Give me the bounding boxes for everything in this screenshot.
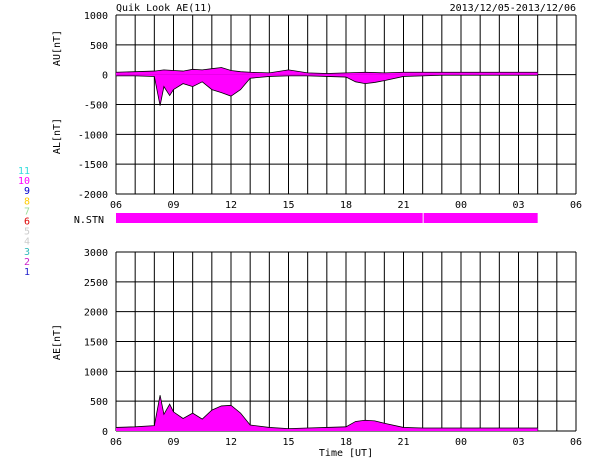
y-tick-label: -2000 (78, 190, 108, 201)
y-tick-label: 500 (90, 41, 108, 52)
y-tick-label: 0 (102, 71, 108, 82)
station-count-panel: N.STN (74, 213, 538, 226)
x-tick-label: 06 (570, 437, 582, 448)
au-area (116, 67, 538, 75)
au-al-panel: -2000 -1500 -1000 -500 0 500 1000 06 09 12 15 18 21 0… (52, 11, 582, 211)
x-tick-label: 09 (167, 200, 179, 211)
al-area (116, 74, 538, 106)
x-tick-label: 18 (340, 200, 352, 211)
x-tick-label: 06 (110, 200, 122, 211)
y-axis-label: AL[nT] (52, 118, 63, 154)
date-range: 2013/12/05-2013/12/06 (450, 3, 576, 14)
x-tick-label: 09 (167, 437, 179, 448)
y-tick-label: 1500 (84, 338, 108, 349)
y-axis-label: AE[nT] (52, 324, 63, 360)
y-tick-label: 3000 (84, 248, 108, 259)
station-legend-8: 8 (24, 196, 30, 207)
y-tick-label: -500 (84, 101, 108, 112)
y-axis-label: AU[nT] (52, 30, 63, 66)
nstn-bar-segment (423, 213, 538, 223)
station-legend-3: 3 (24, 247, 30, 258)
station-legend-11: 11 (18, 166, 30, 177)
x-tick-label: 00 (455, 200, 467, 211)
au-line (115, 67, 538, 74)
station-legend-1: 1 (24, 267, 30, 278)
station-legend-10: 10 (18, 176, 30, 187)
al-line (116, 74, 538, 106)
x-tick-label: 12 (225, 200, 237, 211)
nstn-label: N.STN (74, 215, 104, 226)
x-axis-label: Time [UT] (319, 448, 373, 459)
y-tick-label: -1500 (78, 160, 108, 171)
station-legend-7: 7 (24, 206, 30, 217)
x-tick-label: 03 (512, 200, 524, 211)
y-tick-label: 500 (90, 397, 108, 408)
x-tick-label: 15 (282, 200, 294, 211)
x-tick-label: 15 (282, 437, 294, 448)
y-tick-label: 1000 (84, 367, 108, 378)
ae-area (116, 395, 538, 431)
x-tick-label: 12 (225, 437, 237, 448)
y-tick-label: 2500 (84, 278, 108, 289)
ae-panel: 0 500 1000 1500 2000 2500 3000 06 09 12 15 18 21 00 03… (52, 248, 582, 459)
chart-title: Quik Look AE(11) (116, 3, 212, 14)
ae-line (115, 395, 538, 430)
station-legend-5: 5 (24, 227, 30, 238)
y-tick-label: -1000 (78, 130, 108, 141)
y-tick-label: 0 (102, 427, 108, 438)
x-tick-label: 00 (455, 437, 467, 448)
station-legend-9: 9 (24, 186, 30, 197)
x-tick-label: 21 (397, 437, 409, 448)
x-tick-label: 03 (512, 437, 524, 448)
station-legend-4: 4 (24, 237, 30, 248)
y-tick-label: 1000 (84, 11, 108, 22)
x-tick-label: 21 (397, 200, 409, 211)
nstn-bar-segment (116, 213, 423, 223)
x-tick-label: 06 (110, 437, 122, 448)
station-legend-2: 2 (24, 257, 30, 268)
station-legend-6: 6 (24, 217, 30, 228)
x-tick-label: 06 (570, 200, 582, 211)
x-tick-label: 18 (340, 437, 352, 448)
y-tick-label: 2000 (84, 308, 108, 319)
